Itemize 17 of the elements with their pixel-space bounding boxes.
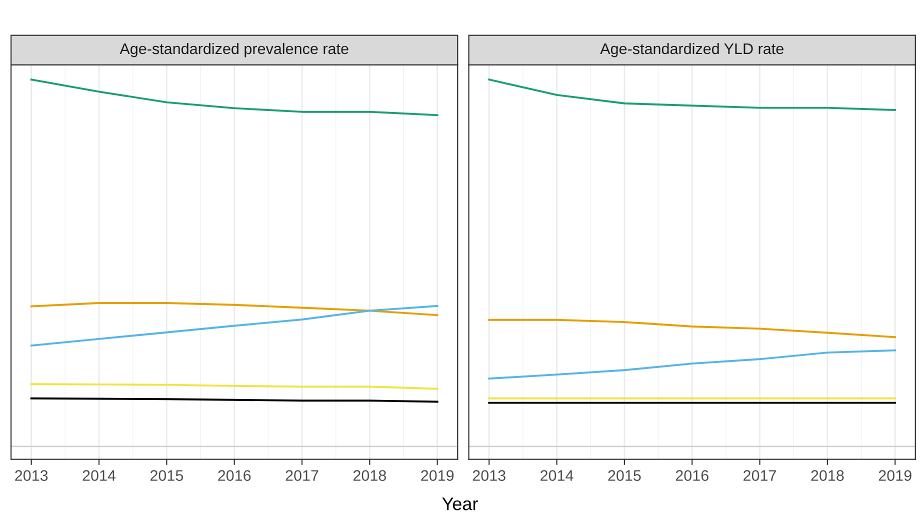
x-tick-label: 2016 xyxy=(676,470,708,481)
chart-title: Age-standardized YLD rate xyxy=(600,42,784,58)
x-tick-label: 2013 xyxy=(15,470,48,481)
x-tick-label: 2014 xyxy=(82,470,116,481)
x-tick-label: 2019 xyxy=(878,470,912,481)
x-tick-label: 2019 xyxy=(421,470,454,481)
x-tick-label: 2013 xyxy=(472,470,506,481)
x-tick-label: 2015 xyxy=(150,470,184,481)
chart-title: Age-standardized prevalence rate xyxy=(120,42,348,58)
x-tick-label: 2015 xyxy=(608,470,641,481)
x-tick-label: 2016 xyxy=(218,470,251,481)
x-tick-label: 2017 xyxy=(286,470,318,481)
x-tick-label: 2014 xyxy=(540,470,574,481)
x-tick-label: 2018 xyxy=(353,470,386,481)
x-axis-title: Year xyxy=(442,498,478,510)
x-tick-label: 2017 xyxy=(744,470,776,481)
x-tick-label: 2018 xyxy=(811,470,844,481)
